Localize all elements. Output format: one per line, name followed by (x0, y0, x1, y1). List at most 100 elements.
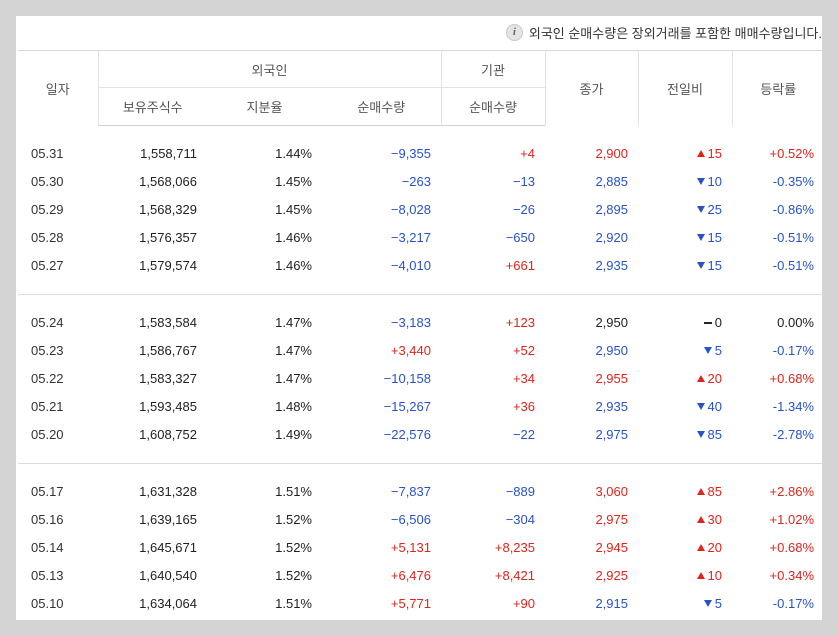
institution-net-cell: +90 (512, 595, 535, 611)
institution-net-cell: −22 (512, 426, 535, 442)
table-row[interactable]: 05.13 1,640,540 1.52% +6,476 +8,421 2,92… (18, 561, 822, 589)
triangle-up-icon (696, 149, 705, 157)
close-price-cell: 2,920 (595, 229, 628, 245)
change-value: 85 (707, 483, 722, 499)
date-cell: 05.20 (31, 426, 64, 442)
share-cell: 1.46% (275, 257, 312, 273)
foreign-net-cell: −263 (401, 173, 431, 189)
table-row[interactable]: 05.28 1,576,357 1.46% −3,217 −650 2,920 … (18, 223, 822, 251)
change-cell: 10 (638, 561, 732, 589)
change-cell: 40 (638, 392, 732, 420)
rate-cell: +1.02% (769, 511, 814, 527)
institution-net-cell: +4 (520, 145, 535, 161)
holdings-cell: 1,634,064 (139, 595, 197, 611)
table-row[interactable]: 05.16 1,639,165 1.52% −6,506 −304 2,975 … (18, 505, 822, 533)
table-header: 일자 외국인 기관 종가 전일비 등락률 보유주식수 지분율 순매수량 순매수량 (18, 50, 822, 126)
institution-net-cell: +8,235 (494, 539, 535, 555)
share-cell: 1.52% (275, 567, 312, 583)
rate-cell: -0.17% (772, 342, 814, 358)
date-cell: 05.21 (31, 398, 64, 414)
table-row[interactable]: 05.21 1,593,485 1.48% −15,267 +36 2,935 … (18, 392, 822, 420)
date-cell: 05.13 (31, 567, 64, 583)
change-cell: 10 (638, 167, 732, 195)
close-price-cell: 2,895 (595, 201, 628, 217)
header-foreign: 외국인 (97, 50, 441, 88)
holdings-cell: 1,645,671 (139, 539, 197, 555)
rate-cell: -2.78% (772, 426, 814, 442)
info-icon: i (505, 23, 523, 41)
header-institution: 기관 (440, 50, 545, 88)
holdings-cell: 1,640,540 (139, 567, 197, 583)
share-cell: 1.47% (275, 342, 312, 358)
holdings-cell: 1,558,711 (140, 145, 197, 161)
table-row[interactable]: 05.20 1,608,752 1.49% −22,576 −22 2,975 … (18, 420, 822, 448)
row-group: 05.24 1,583,584 1.47% −3,183 +123 2,950 … (18, 295, 822, 464)
table-row[interactable]: 05.30 1,568,066 1.45% −263 −13 2,885 10 … (18, 167, 822, 195)
share-cell: 1.49% (275, 426, 312, 442)
rate-cell: -0.17% (772, 595, 814, 611)
triangle-down-icon (696, 430, 705, 438)
rate-cell: +0.52% (769, 145, 814, 161)
table-row[interactable]: 05.24 1,583,584 1.47% −3,183 +123 2,950 … (18, 308, 822, 336)
rate-cell: -0.35% (772, 173, 814, 189)
foreign-net-cell: −3,217 (390, 229, 431, 245)
change-value: 5 (714, 342, 722, 358)
investor-trend-panel: i 외국인 순매수량은 장외거래를 포함한 매매수량입니다. 일자 외국인 기관… (16, 16, 822, 620)
institution-net-cell: −304 (505, 511, 535, 527)
institution-net-cell: −889 (505, 483, 535, 499)
notice: i 외국인 순매수량은 장외거래를 포함한 매매수량입니다. (505, 23, 822, 41)
change-cell: 20 (638, 533, 732, 561)
close-price-cell: 2,950 (595, 314, 628, 330)
triangle-down-icon (696, 177, 705, 185)
change-cell: 15 (638, 251, 732, 279)
table-row[interactable]: 05.31 1,558,711 1.44% −9,355 +4 2,900 15… (18, 139, 822, 167)
close-price-cell: 2,935 (595, 398, 628, 414)
triangle-down-icon (696, 205, 705, 213)
institution-net-cell: +661 (505, 257, 535, 273)
share-cell: 1.51% (275, 595, 312, 611)
rate-cell: 0.00% (777, 314, 814, 330)
share-cell: 1.46% (275, 229, 312, 245)
header-close: 종가 (544, 50, 638, 126)
header-share: 지분율 (207, 87, 322, 126)
close-price-cell: 3,060 (595, 483, 628, 499)
table-row[interactable]: 05.27 1,579,574 1.46% −4,010 +661 2,935 … (18, 251, 822, 279)
change-value: 0 (714, 314, 722, 330)
institution-net-cell: +52 (512, 342, 535, 358)
change-cell: 25 (638, 195, 732, 223)
institution-net-cell: +123 (505, 314, 535, 330)
table-row[interactable]: 05.10 1,634,064 1.51% +5,771 +90 2,915 5… (18, 589, 822, 617)
rate-cell: +0.34% (769, 567, 814, 583)
table-row[interactable]: 05.22 1,583,327 1.47% −10,158 +34 2,955 … (18, 364, 822, 392)
table-row[interactable]: 05.29 1,568,329 1.45% −8,028 −26 2,895 2… (18, 195, 822, 223)
date-cell: 05.10 (31, 595, 64, 611)
header-date: 일자 (18, 50, 98, 126)
holdings-cell: 1,568,329 (139, 201, 197, 217)
foreign-net-cell: +5,771 (390, 595, 431, 611)
date-cell: 05.28 (31, 229, 64, 245)
foreign-net-cell: −10,158 (383, 370, 431, 386)
share-cell: 1.47% (275, 314, 312, 330)
table-row[interactable]: 05.17 1,631,328 1.51% −7,837 −889 3,060 … (18, 477, 822, 505)
change-cell: 15 (638, 223, 732, 251)
institution-net-cell: −13 (512, 173, 535, 189)
rate-cell: -1.34% (772, 398, 814, 414)
holdings-cell: 1,583,584 (139, 314, 197, 330)
foreign-net-cell: +5,131 (390, 539, 431, 555)
share-cell: 1.52% (275, 539, 312, 555)
change-cell: 85 (638, 477, 732, 505)
header-holdings: 보유주식수 (97, 87, 207, 126)
change-cell: 5 (638, 336, 732, 364)
header-change: 전일비 (637, 50, 732, 126)
date-cell: 05.27 (31, 257, 64, 273)
date-cell: 05.23 (31, 342, 64, 358)
change-cell: 5 (638, 589, 732, 617)
triangle-down-icon (696, 402, 705, 410)
close-price-cell: 2,975 (595, 511, 628, 527)
change-value: 15 (707, 145, 722, 161)
table-row[interactable]: 05.14 1,645,671 1.52% +5,131 +8,235 2,94… (18, 533, 822, 561)
close-price-cell: 2,915 (595, 595, 628, 611)
date-cell: 05.24 (31, 314, 64, 330)
holdings-cell: 1,639,165 (139, 511, 197, 527)
table-row[interactable]: 05.23 1,586,767 1.47% +3,440 +52 2,950 5… (18, 336, 822, 364)
